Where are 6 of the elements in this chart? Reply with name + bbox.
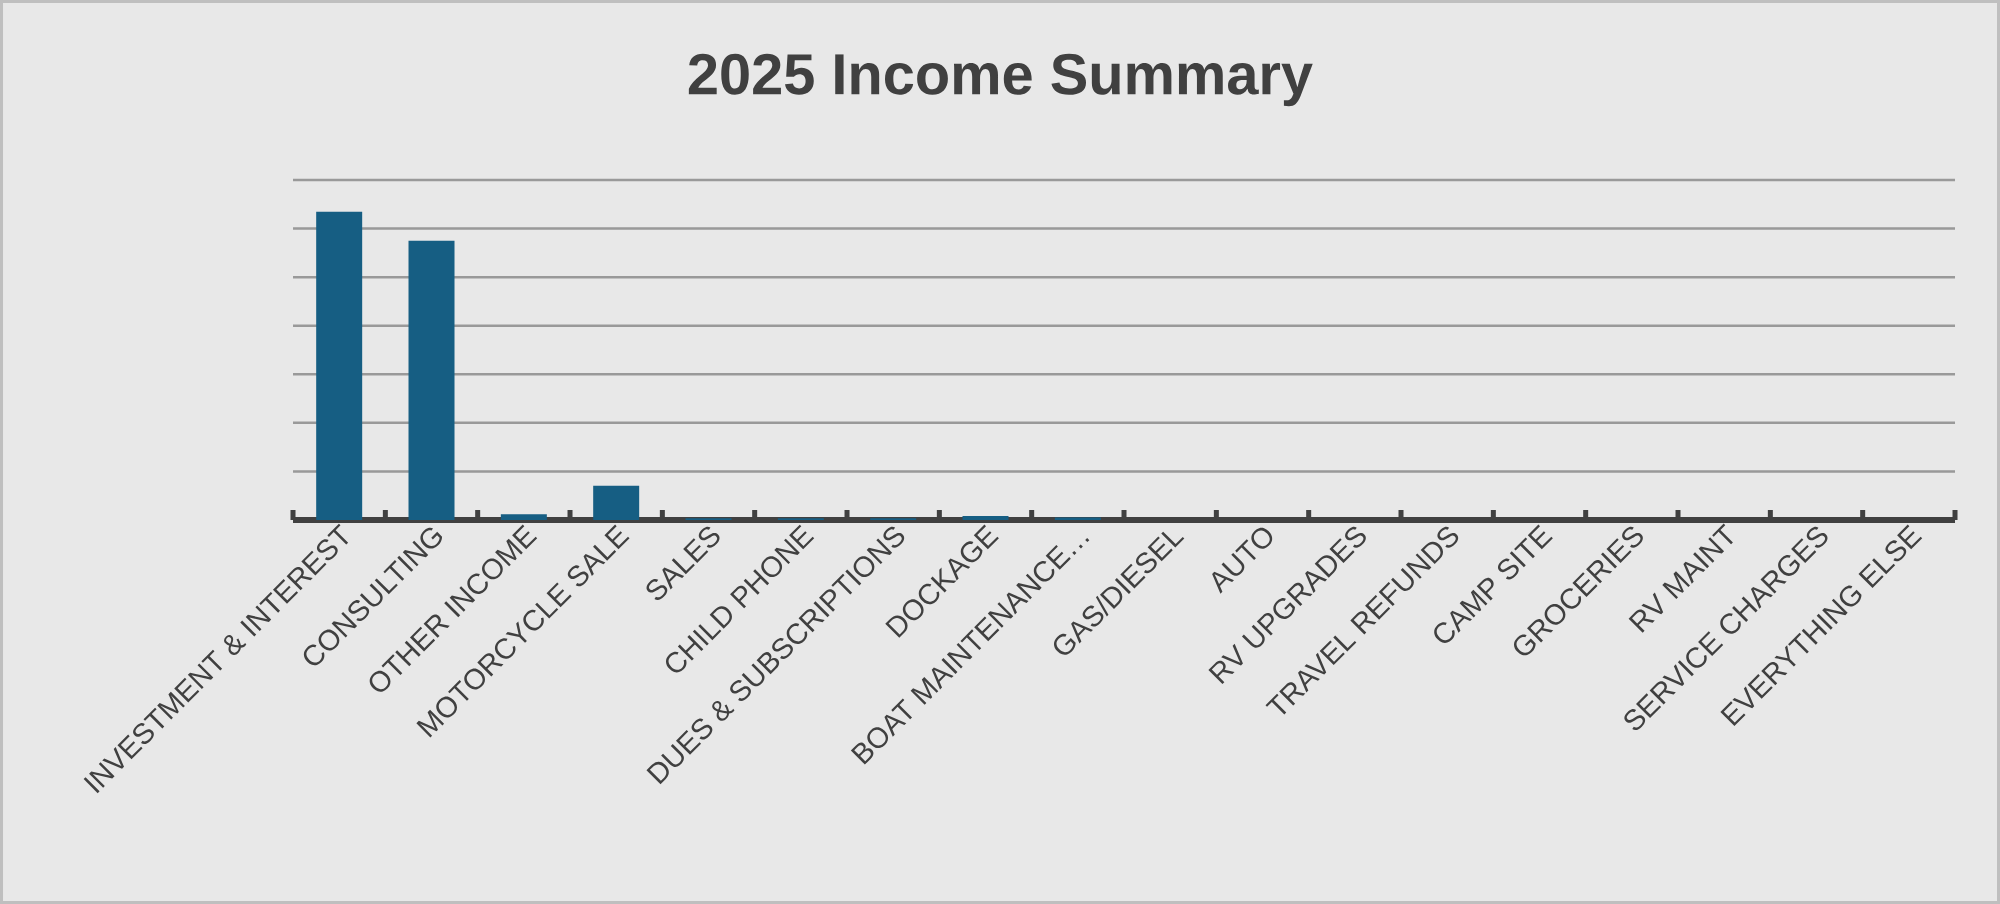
bar bbox=[962, 515, 1009, 520]
chart-title: 2025 Income Summary bbox=[688, 53, 1313, 107]
bar bbox=[500, 514, 547, 520]
bar bbox=[408, 240, 455, 520]
bar bbox=[593, 485, 640, 520]
bar bbox=[316, 211, 363, 520]
